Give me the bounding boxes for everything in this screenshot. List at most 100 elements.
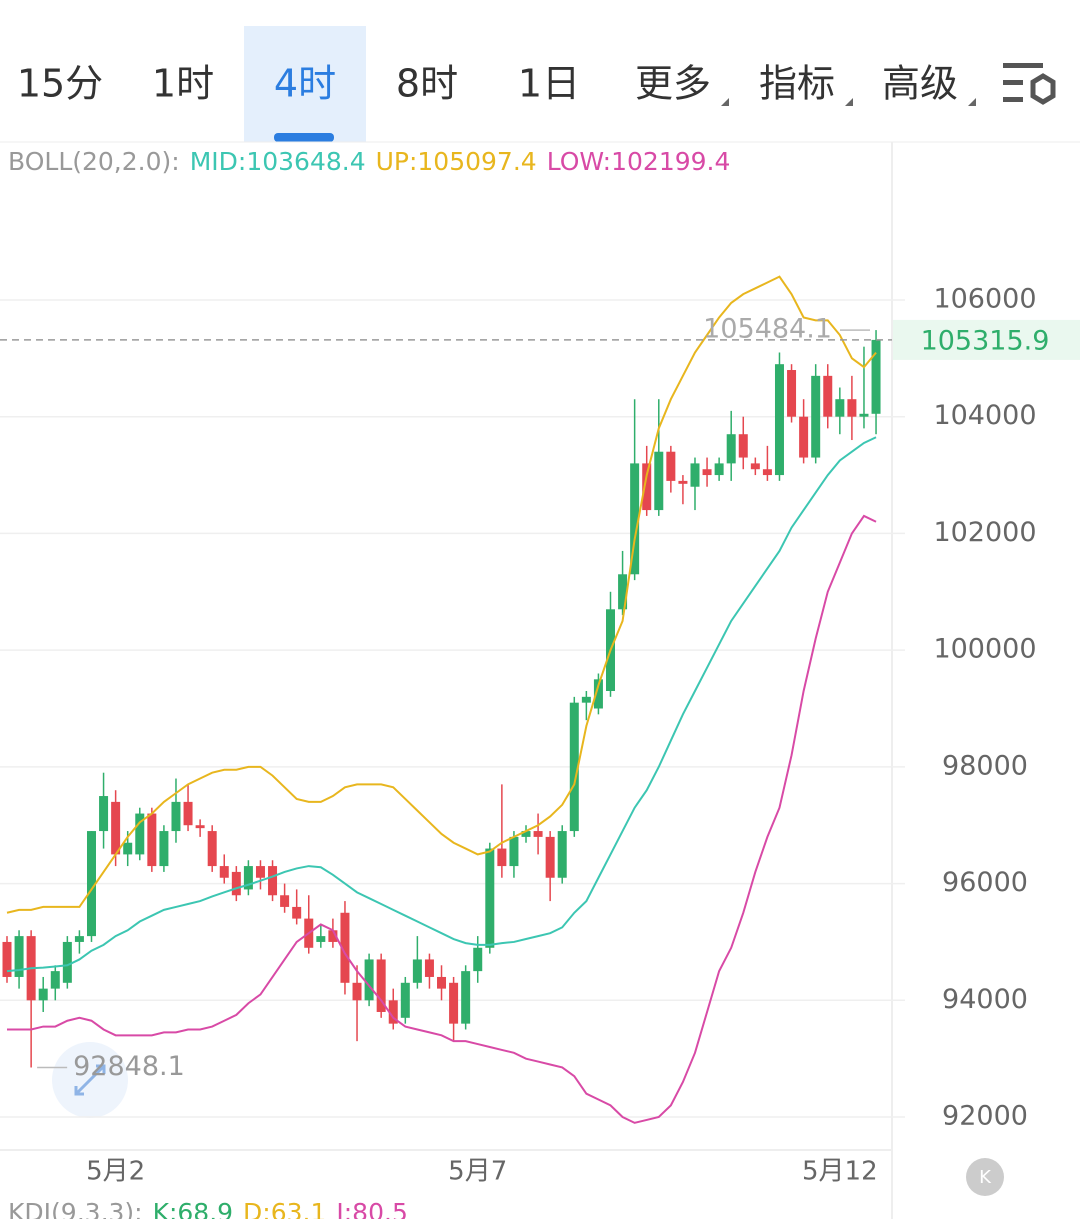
candle-body (328, 930, 338, 942)
candle-body (388, 1000, 398, 1024)
y-tick-label: 100000 (933, 634, 1036, 665)
candle-body (473, 947, 483, 972)
y-tick-label: 104000 (933, 400, 1036, 431)
selected-tab-indicator (274, 133, 334, 142)
candle-body (219, 866, 229, 878)
high-marker-label: 105484.1 (703, 314, 832, 345)
icon-hex (1030, 73, 1056, 105)
candle-body (678, 480, 688, 484)
icon-bar (1003, 80, 1023, 85)
candle-body (38, 988, 48, 1001)
candle-body (449, 982, 459, 1024)
candle-body (207, 831, 217, 867)
candle-body (268, 866, 278, 896)
x-tick-label: 5月2 (86, 1157, 145, 1187)
kdj-label: K:68.9 (153, 1198, 233, 1219)
candle-body (545, 836, 555, 878)
legend-entry: MID:103648.4 (190, 147, 366, 176)
candle-body (654, 451, 664, 511)
selected-tab-bg (244, 26, 366, 142)
candle-body (364, 959, 374, 1001)
candle-body (147, 813, 157, 867)
x-tick-label: 5月12 (802, 1157, 878, 1187)
candle-body (593, 679, 603, 709)
kdj-label: D:63.1 (243, 1198, 326, 1219)
tab[interactable]: 更多 (635, 62, 711, 106)
scroll-end-button[interactable] (966, 1158, 1004, 1196)
candle-body (569, 702, 579, 832)
legend-entry: UP:105097.4 (376, 147, 537, 176)
settings-icon[interactable] (1003, 63, 1056, 105)
icon-bar (1003, 63, 1043, 68)
candle-body (702, 469, 712, 476)
candle-body (557, 831, 567, 878)
candle-body (521, 831, 531, 837)
candle-body (859, 413, 869, 417)
tab[interactable]: 高级 (882, 62, 958, 106)
candle-body (437, 976, 447, 989)
candle-body (799, 416, 809, 458)
candle-body (835, 399, 845, 417)
candle-body (340, 912, 350, 983)
candle-body (618, 574, 628, 610)
candle-body (292, 906, 302, 919)
candle-body (509, 836, 519, 867)
candle-body (352, 982, 362, 1001)
candle-body (811, 375, 821, 458)
candle-body (62, 941, 72, 983)
candle-body (412, 959, 422, 983)
candle-body (847, 399, 857, 417)
candle-body (871, 339, 881, 414)
tab[interactable]: 8时 (396, 62, 458, 106)
zoom-icon (74, 1064, 106, 1096)
x-tick-label: 5月7 (448, 1157, 507, 1187)
y-tick-label: 98000 (942, 750, 1028, 781)
tab[interactable]: 1时 (152, 62, 214, 106)
tab[interactable]: 4时 (274, 62, 336, 106)
candle-body (714, 463, 724, 476)
y-tick-label: 106000 (933, 283, 1036, 314)
candle-body (255, 866, 265, 878)
legend-entry: LOW:102199.4 (547, 147, 731, 176)
candle-body (86, 831, 96, 937)
current-price-label: 105315.9 (921, 325, 1050, 356)
candle-body (726, 434, 736, 464)
candle-body (99, 796, 109, 832)
indicator-label: BOLL(20,2.0): (8, 147, 180, 176)
current-price-bg (893, 319, 1080, 360)
candle-body (171, 801, 181, 832)
candle-body (666, 451, 676, 481)
candle-body (74, 936, 84, 942)
candle-body (195, 825, 205, 829)
candle-body (280, 895, 290, 907)
tab[interactable]: 15分 (17, 62, 103, 106)
candle-body (111, 801, 121, 855)
candle-body (630, 463, 640, 575)
y-tick-label: 94000 (942, 984, 1028, 1015)
candle-body (243, 866, 253, 890)
candle-body (738, 434, 748, 458)
dropdown-caret (845, 98, 853, 106)
candle-body (750, 463, 760, 470)
tab[interactable]: 1日 (518, 62, 580, 106)
y-tick-label: 92000 (942, 1101, 1028, 1132)
candle-body (424, 959, 434, 977)
candle-body (316, 936, 326, 942)
candle-body (762, 469, 772, 476)
y-tick-label: 96000 (942, 867, 1028, 898)
tab[interactable]: 指标 (759, 62, 835, 106)
kdj-label: J:80.5 (334, 1198, 407, 1219)
dropdown-caret (968, 98, 976, 106)
candle-body (400, 982, 410, 1018)
dropdown-caret (721, 98, 729, 106)
y-tick-label: 102000 (933, 517, 1036, 548)
candle-body (642, 463, 652, 511)
candle-body (50, 971, 60, 989)
scroll-end-icon: K (979, 1167, 992, 1188)
candle-body (14, 936, 24, 977)
candle-body (497, 848, 507, 867)
boll-line (6, 275, 877, 914)
candle-body (123, 842, 133, 855)
